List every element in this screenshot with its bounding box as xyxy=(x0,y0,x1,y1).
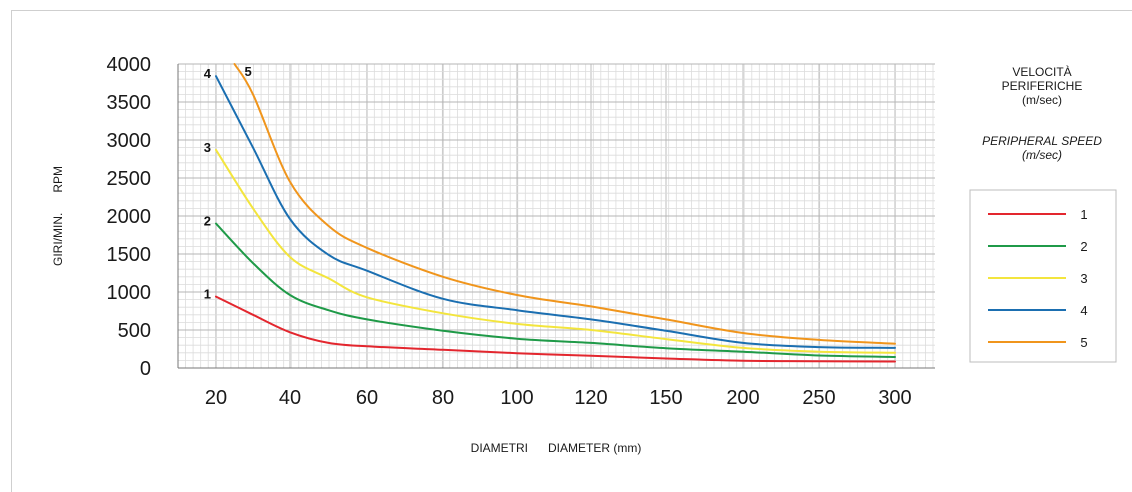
series-end-label-3: 3 xyxy=(204,140,211,155)
y-tick-label: 500 xyxy=(118,320,151,342)
series-line-2 xyxy=(215,222,896,358)
x-tick-label: 300 xyxy=(878,387,911,409)
chart-frame xyxy=(11,10,1132,492)
series-line-1 xyxy=(215,295,896,363)
chart-axes xyxy=(177,64,935,369)
series-end-label-5: 5 xyxy=(245,64,252,79)
y-axis-label: GIRI/MIN. RPM xyxy=(51,166,65,266)
y-tick-label: 3500 xyxy=(107,92,152,114)
series-end-label-2: 2 xyxy=(204,214,211,229)
legend-label-3: 3 xyxy=(1080,271,1087,286)
legend-label-5: 5 xyxy=(1080,335,1087,350)
y-tick-label: 4000 xyxy=(107,54,152,76)
legend-label-1: 1 xyxy=(1080,207,1087,222)
series-curves xyxy=(215,63,896,363)
x-tick-label: 120 xyxy=(574,387,607,409)
legend-title-en-line: (m/sec) xyxy=(1022,148,1062,162)
x-tick-label: 200 xyxy=(726,387,759,409)
legend-title-english: PERIPHERAL SPEED(m/sec) xyxy=(982,134,1102,162)
legend-title-it-line: PERIFERICHE xyxy=(1002,79,1083,93)
x-tick-label: 150 xyxy=(649,387,682,409)
x-tick-label: 80 xyxy=(432,387,454,409)
x-tick-label: 100 xyxy=(500,387,533,409)
y-tick-label: 2000 xyxy=(107,206,152,228)
x-tick-labels: 20 40 60 80 100 120 150 200 250 300 xyxy=(205,387,912,409)
series-end-label-1: 1 xyxy=(204,287,211,302)
y-tick-label: 2500 xyxy=(107,168,152,190)
legend-title-it-line: (m/sec) xyxy=(1022,93,1062,107)
series-end-labels: 1 2 3 4 5 xyxy=(204,64,252,302)
x-tick-label: 20 xyxy=(205,387,227,409)
y-tick-labels: 0 500 1000 1500 2000 2500 3000 3500 4000 xyxy=(107,54,152,380)
legend-label-2: 2 xyxy=(1080,239,1087,254)
x-tick-label: 60 xyxy=(356,387,378,409)
y-tick-label: 1000 xyxy=(107,282,152,304)
series-end-label-4: 4 xyxy=(204,66,212,81)
legend-box xyxy=(969,189,1117,363)
series-line-3 xyxy=(215,148,896,354)
series-line-4 xyxy=(215,75,896,349)
x-tick-label: 250 xyxy=(802,387,835,409)
legend-title-en-line: PERIPHERAL SPEED xyxy=(982,134,1102,148)
x-tick-label: 40 xyxy=(279,387,301,409)
legend-title-it-line: VELOCITÀ xyxy=(1012,64,1071,79)
legend: 1 2 3 4 5 xyxy=(988,207,1088,350)
x-axis-label: DIAMETRI DIAMETER (mm) xyxy=(471,441,642,455)
y-tick-label: 3000 xyxy=(107,130,152,152)
y-tick-label: 0 xyxy=(140,358,151,380)
series-line-5 xyxy=(233,63,896,345)
chart-grid xyxy=(177,63,935,369)
y-tick-label: 1500 xyxy=(107,244,152,266)
legend-label-4: 4 xyxy=(1080,303,1087,318)
